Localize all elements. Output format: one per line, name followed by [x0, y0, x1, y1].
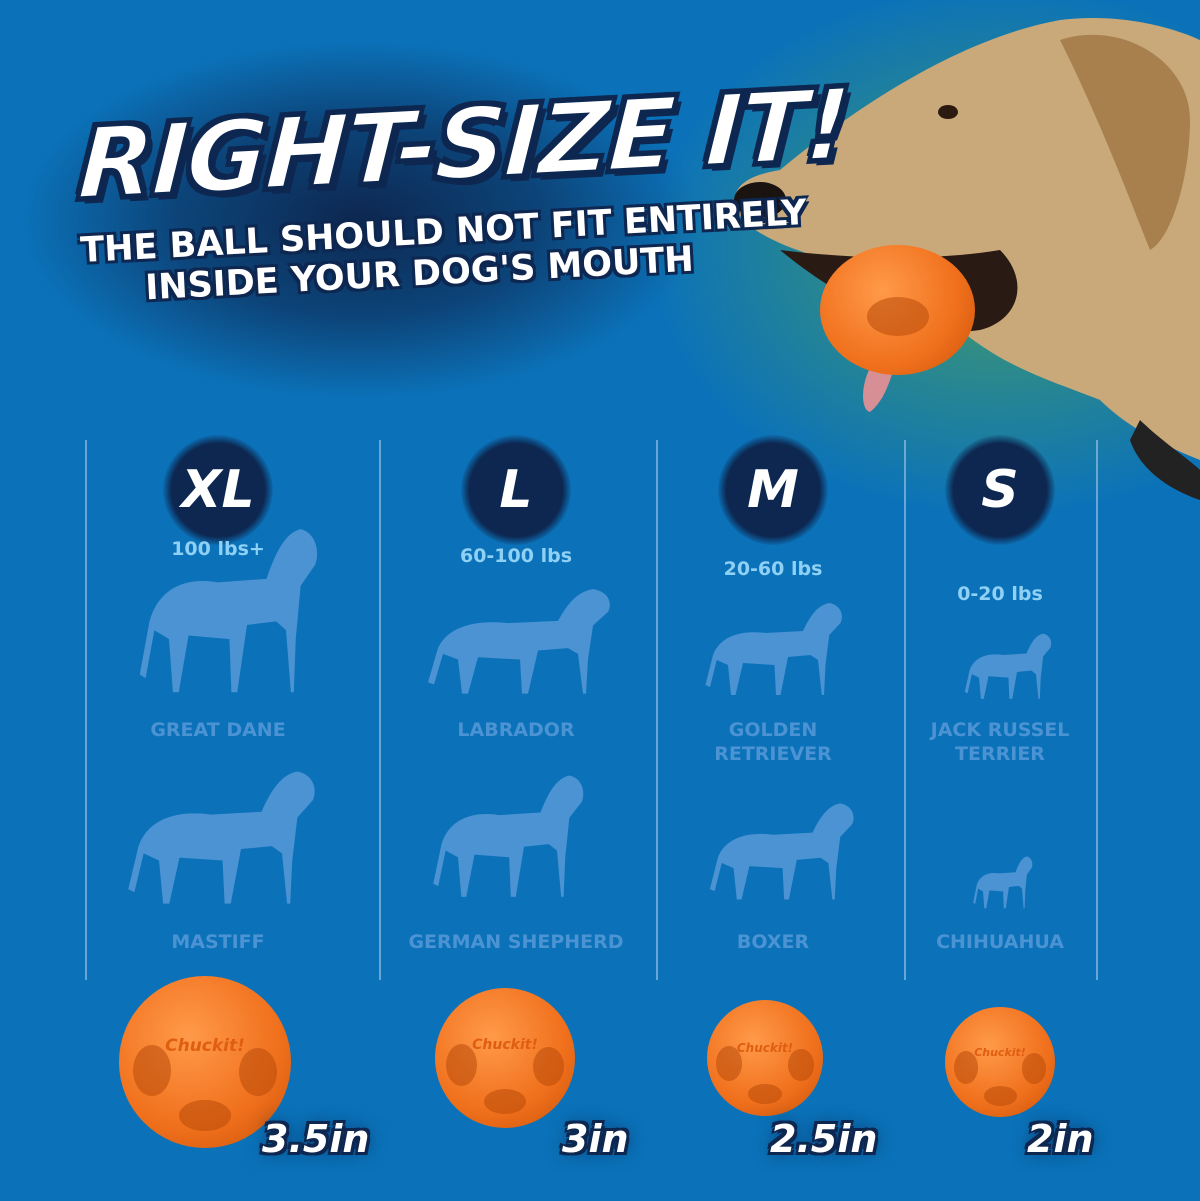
- ball-hole: [239, 1048, 278, 1097]
- ball-logo: Chuckit!: [165, 1036, 245, 1057]
- dog-silhouette-icon: [139, 529, 318, 693]
- ball-hole: [533, 1046, 564, 1086]
- ball-hole: [953, 1051, 978, 1084]
- ball-logo: Chuckit!: [736, 1040, 794, 1055]
- column-divider: [1096, 440, 1098, 980]
- dog-silhouette-icon: [433, 775, 584, 897]
- column-divider: [904, 440, 906, 980]
- size-badge-s: S: [945, 435, 1055, 545]
- weight-range: 60-100 lbs: [459, 545, 573, 567]
- ball-hole: [716, 1046, 742, 1082]
- breed-name: BOXER: [736, 931, 810, 953]
- ball-size-label: 3.5in: [262, 1117, 370, 1161]
- size-badge-m: M: [718, 435, 828, 545]
- dog-silhouette-icon: [705, 603, 842, 695]
- ball-size-label: 2in: [1027, 1117, 1094, 1161]
- column-divider: [379, 440, 381, 980]
- column-divider: [85, 440, 87, 980]
- dog-silhouette-icon: [128, 771, 315, 904]
- breed-name: GERMAN SHEPHERD: [408, 931, 624, 953]
- ball-hole: [484, 1088, 526, 1114]
- ball-hole: [983, 1086, 1017, 1106]
- ball-product-image: Chuckit!: [707, 1000, 823, 1116]
- ball-hole: [179, 1099, 231, 1131]
- breed-name: JACK RUSSEL TERRIER: [930, 719, 1070, 765]
- size-badge-xl: XL: [163, 435, 273, 545]
- ball-hole: [747, 1083, 783, 1105]
- weight-range: 20-60 lbs: [723, 558, 823, 580]
- ball-hole: [1022, 1053, 1047, 1084]
- dog-silhouette-icon: [964, 633, 1052, 699]
- size-badge-l: L: [461, 435, 571, 545]
- ball-logo: Chuckit!: [472, 1037, 538, 1053]
- ball-size-label: 2.5in: [770, 1117, 878, 1161]
- ball-product-image: Chuckit!: [435, 988, 575, 1128]
- breed-name: GOLDEN RETRIEVER: [714, 719, 832, 765]
- weight-range: 0-20 lbs: [957, 583, 1043, 605]
- breed-name: CHIHUAHUA: [936, 931, 1064, 953]
- breed-name: MASTIFF: [171, 931, 265, 953]
- dog-silhouette-icon: [709, 803, 854, 900]
- ball-in-dog-mouth: [820, 245, 975, 375]
- ball-logo: Chuckit!: [974, 1045, 1026, 1059]
- ball-size-label: 3in: [562, 1117, 629, 1161]
- ball-hole: [446, 1044, 477, 1086]
- dog-silhouette-icon: [973, 856, 1033, 909]
- dog-silhouette-icon: [428, 589, 610, 694]
- breed-name: LABRADOR: [457, 719, 575, 741]
- column-divider: [656, 440, 658, 980]
- weight-range: 100 lbs+: [171, 538, 265, 560]
- breed-name: GREAT DANE: [150, 719, 286, 741]
- ball-hole: [132, 1044, 171, 1097]
- ball-product-image: Chuckit!: [945, 1007, 1055, 1117]
- ball-product-image: Chuckit!: [119, 976, 291, 1148]
- ball-hole: [788, 1048, 814, 1082]
